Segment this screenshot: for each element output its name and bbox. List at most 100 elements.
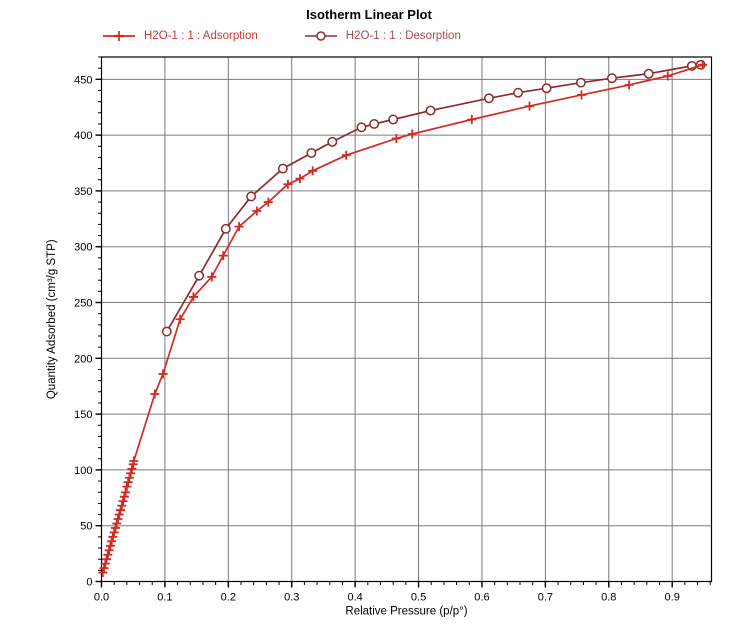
plus-marker-icon [129, 456, 139, 466]
x-axis-label: Relative Pressure (p/p°) [345, 606, 467, 618]
circle-marker-icon [575, 77, 586, 88]
svg-text:0.6: 0.6 [474, 592, 489, 604]
plus-marker-icon [117, 501, 127, 511]
circle-marker-icon [161, 326, 172, 337]
plus-marker-icon [663, 71, 673, 81]
plus-marker-icon [114, 510, 124, 520]
plus-marker-icon [126, 468, 136, 478]
circle-marker-icon [369, 119, 380, 129]
svg-text:0.2: 0.2 [221, 592, 236, 604]
y-axis-label: Quantity Adsorbed (cm³/g STP) [46, 239, 58, 399]
svg-text:0.3: 0.3 [284, 592, 299, 604]
svg-text:150: 150 [74, 409, 92, 421]
adsorption-series[interactable] [98, 60, 708, 578]
plus-marker-icon [150, 389, 160, 399]
desorption-series[interactable] [161, 59, 706, 337]
plus-marker-icon [113, 514, 123, 524]
plus-marker-icon [108, 532, 118, 542]
adsorption-line [101, 63, 703, 573]
circle-marker-icon [541, 83, 552, 94]
svg-text:0.9: 0.9 [665, 592, 680, 604]
plus-marker-icon [107, 536, 117, 546]
plus-marker-icon [98, 568, 108, 578]
circle-marker-icon [425, 105, 436, 116]
plus-marker-icon [112, 518, 122, 528]
svg-text:50: 50 [80, 521, 92, 533]
svg-text:200: 200 [74, 353, 92, 365]
plus-marker-icon [123, 477, 133, 487]
axis-ticks [95, 56, 711, 588]
circle-marker-icon [356, 122, 367, 133]
plus-marker-icon [698, 60, 708, 70]
plus-marker-icon [127, 464, 137, 474]
svg-text:0.4: 0.4 [347, 592, 362, 604]
circle-marker-icon [306, 148, 317, 158]
svg-text:350: 350 [74, 186, 92, 198]
circle-marker-icon [194, 270, 205, 281]
plus-marker-icon [103, 550, 113, 560]
plus-marker-icon [391, 133, 401, 143]
desorption-circle-marker-icon [304, 31, 337, 41]
plot-frame [100, 56, 713, 583]
gridlines [101, 57, 712, 582]
plus-marker-icon [467, 114, 477, 124]
svg-text:300: 300 [74, 242, 92, 254]
plus-marker-icon [118, 496, 128, 506]
plus-marker-icon [175, 314, 185, 324]
plus-marker-icon [104, 545, 114, 555]
plus-marker-icon [234, 222, 244, 232]
svg-text:0.0: 0.0 [94, 592, 109, 604]
tick-labels: 0.0 0.1 0.2 0.3 0.4 0.5 0.6 0.7 0.8 0.9 0 50 100 150 2… [74, 74, 680, 603]
svg-text:0: 0 [86, 577, 92, 589]
plus-marker-icon [218, 251, 228, 261]
svg-text:250: 250 [74, 298, 92, 310]
circle-marker-icon [246, 191, 257, 202]
plus-marker-icon [407, 129, 417, 139]
legend-label-desorption: H2O-1 : 1 : Desorption [345, 30, 461, 42]
plus-marker-icon [624, 80, 634, 90]
plus-marker-icon [105, 541, 115, 551]
plus-marker-icon [252, 206, 262, 216]
svg-text:0.7: 0.7 [538, 592, 553, 604]
circle-marker-icon [643, 68, 654, 79]
plus-marker-icon [122, 482, 132, 492]
circle-marker-icon [388, 114, 399, 125]
svg-text:0.1: 0.1 [157, 592, 172, 604]
plus-marker-icon [100, 559, 110, 569]
plus-marker-icon [121, 487, 131, 497]
plus-marker-icon [124, 473, 134, 483]
legend-item-adsorption[interactable]: H2O-1 : 1 : Adsorption [102, 30, 258, 42]
circle-marker-icon [327, 136, 338, 147]
plus-marker-icon [525, 101, 535, 111]
plus-marker-icon [119, 492, 129, 502]
legend: H2O-1 : 1 : Adsorption H2O-1 : 1 : Desor… [102, 30, 461, 42]
plus-marker-icon [207, 272, 217, 282]
plus-marker-icon [110, 523, 120, 533]
legend-item-desorption[interactable]: H2O-1 : 1 : Desorption [304, 30, 461, 42]
plus-marker-icon [263, 197, 273, 207]
svg-text:100: 100 [74, 465, 92, 477]
svg-text:400: 400 [74, 130, 92, 142]
plus-marker-icon [308, 166, 318, 176]
chart-title: Isotherm Linear Plot [306, 7, 432, 22]
svg-text:450: 450 [74, 74, 92, 86]
circle-marker-icon [513, 87, 524, 98]
svg-text:0.5: 0.5 [411, 592, 426, 604]
plus-marker-icon [577, 90, 587, 100]
plus-marker-icon [283, 179, 293, 189]
plus-marker-icon [109, 527, 119, 537]
circle-marker-icon [606, 73, 617, 84]
adsorption-plus-marker-icon [103, 31, 135, 41]
circle-marker-icon [220, 223, 231, 234]
plus-marker-icon [295, 174, 305, 184]
plus-marker-icon [341, 150, 351, 160]
plus-marker-icon [158, 369, 168, 379]
plus-marker-icon [99, 563, 109, 573]
plus-marker-icon [188, 292, 198, 302]
plus-marker-icon [102, 554, 112, 564]
legend-label-adsorption: H2O-1 : 1 : Adsorption [144, 30, 258, 42]
circle-marker-icon [483, 93, 494, 104]
circle-marker-icon [277, 163, 288, 174]
